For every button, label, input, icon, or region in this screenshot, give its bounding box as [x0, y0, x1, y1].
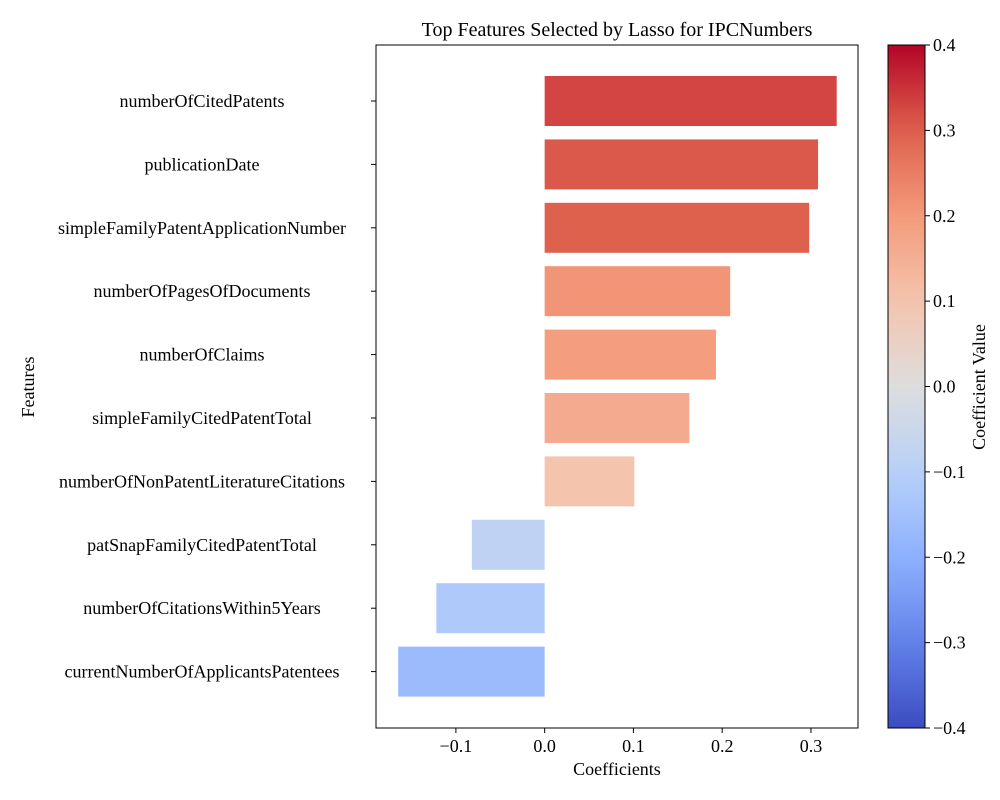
plot-frame: [375, 44, 859, 729]
bar-numberOfClaims: [544, 329, 716, 380]
colorbar: [888, 45, 925, 728]
y-tick-label: simpleFamilyPatentApplicationNumber: [58, 218, 346, 238]
y-tick-label: numberOfPagesOfDocuments: [94, 281, 311, 301]
y-axis-label: Features: [18, 357, 38, 418]
x-tick-label: 0.3: [800, 736, 823, 756]
x-ticks: −0.1 0.0 0.1 0.2 0.3: [440, 728, 823, 756]
colorbar-tick-label: −0.2: [933, 547, 966, 567]
colorbar-tick-label: 0.1: [933, 291, 956, 311]
x-tick-label: −0.1: [440, 736, 473, 756]
y-tick-label: simpleFamilyCitedPatentTotal: [92, 408, 312, 428]
bar-numberOfPagesOfDocuments: [544, 266, 731, 317]
colorbar-tick-label: −0.4: [933, 718, 966, 738]
y-tick-label: patSnapFamilyCitedPatentTotal: [87, 535, 317, 555]
bar-simpleFamilyCitedPatentTotal: [544, 393, 690, 443]
chart-title: Top Features Selected by Lasso for IPCNu…: [422, 19, 813, 41]
colorbar-tick-label: 0.3: [933, 120, 956, 140]
bar-patSnapFamilyCitedPatentTotal: [471, 519, 545, 570]
x-tick-label: 0.2: [711, 736, 734, 756]
colorbar-tick-label: 0.2: [933, 206, 956, 226]
x-axis-label: Coefficients: [573, 759, 661, 779]
x-tick-label: 0.1: [622, 736, 645, 756]
colorbar-tick-label: −0.3: [933, 633, 966, 653]
bar-simpleFamilyPatentApplicationNumber: [544, 202, 810, 253]
colorbar-ticks: −0.4 −0.3 −0.2 −0.1 0.0 0.1 0.2 0.3 0.4: [925, 35, 966, 738]
bars-group: [398, 76, 837, 697]
x-tick-label: 0.0: [533, 736, 556, 756]
y-tick-label: numberOfCitedPatents: [120, 91, 285, 111]
bar-numberOfNonPatentLiteratureCitations: [544, 456, 635, 507]
bar-numberOfCitedPatents: [544, 76, 837, 126]
colorbar-tick-label: −0.1: [933, 462, 966, 482]
y-tick-label: numberOfClaims: [140, 345, 265, 365]
colorbar-tick-label: 0.0: [933, 377, 956, 397]
y-tick-label: numberOfNonPatentLiteratureCitations: [59, 471, 345, 491]
bar-currentNumberOfApplicantsPatentees: [398, 646, 545, 697]
colorbar-label: Coefficient Value: [969, 324, 989, 450]
y-tick-labels: numberOfCitedPatents publicationDate simpl…: [58, 91, 376, 682]
bar-numberOfCitationsWithin5Years: [436, 583, 545, 634]
y-tick-label: currentNumberOfApplicantsPatentees: [65, 662, 340, 682]
y-tick-label: numberOfCitationsWithin5Years: [83, 598, 320, 618]
y-tick-label: publicationDate: [145, 154, 260, 174]
bar-publicationDate: [544, 139, 819, 190]
colorbar-tick-label: 0.4: [933, 35, 956, 55]
